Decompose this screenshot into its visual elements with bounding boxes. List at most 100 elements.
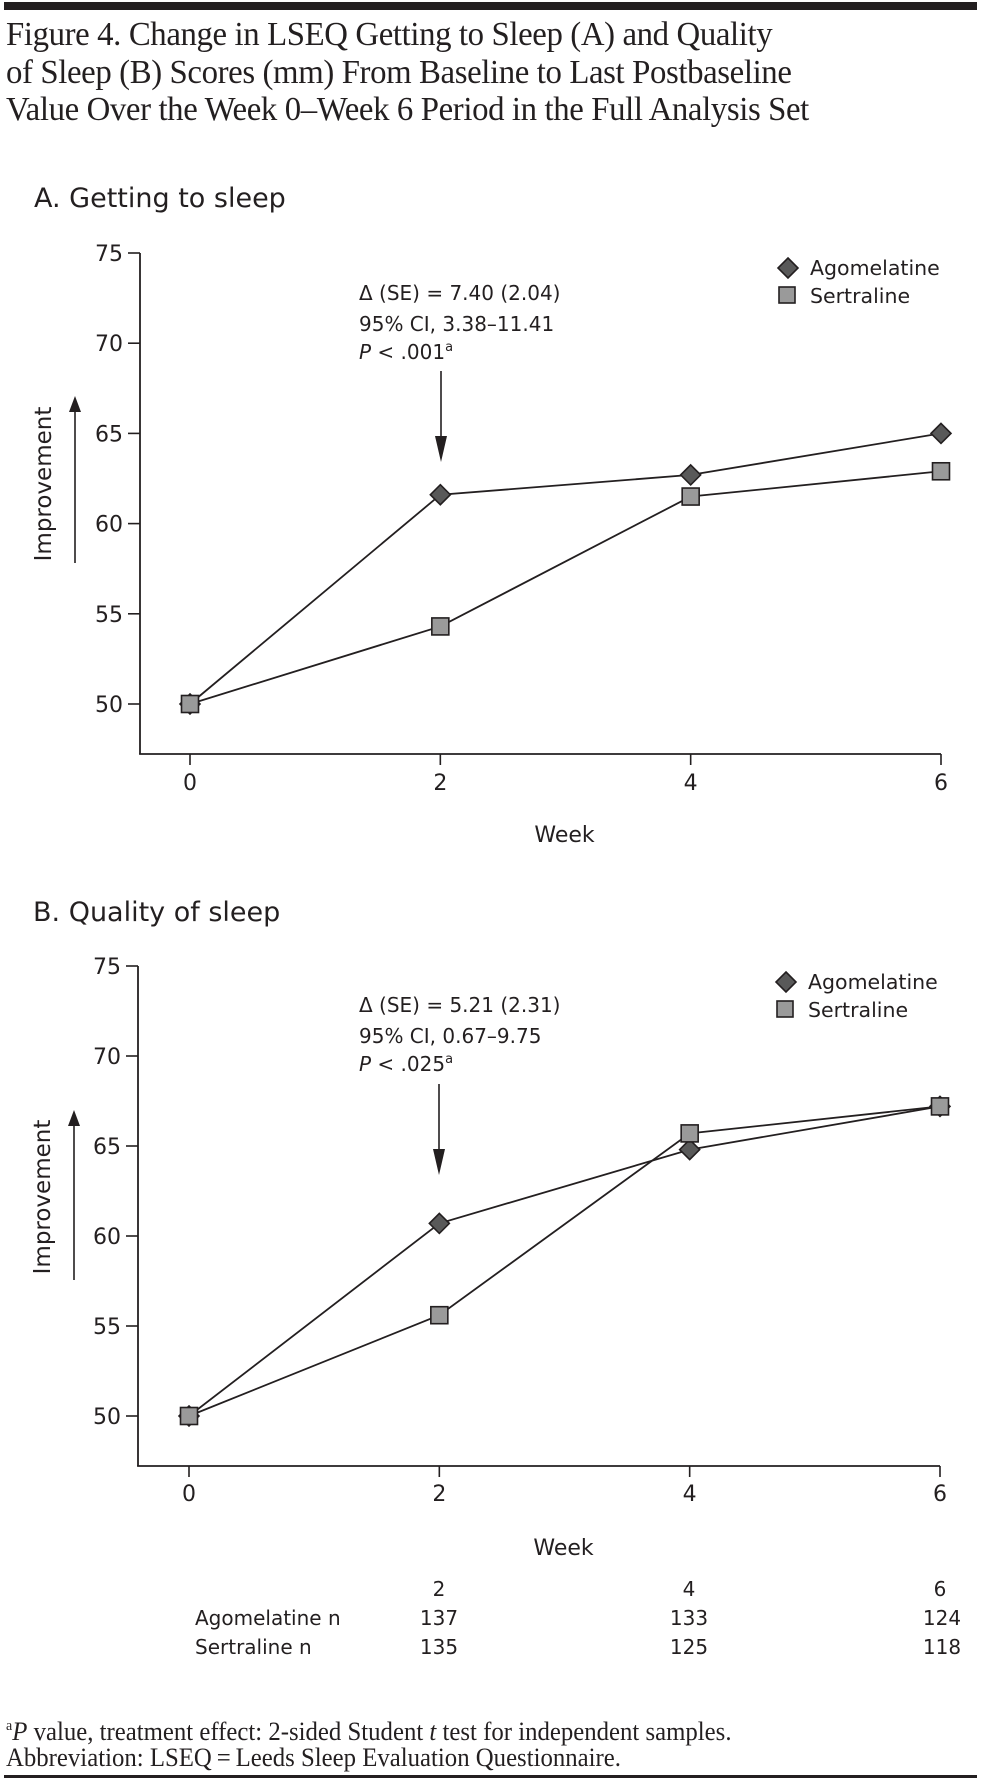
panel-a-x-tick-label: 4	[684, 771, 698, 796]
diamond-marker-icon	[776, 256, 800, 280]
n-table-cell: 135	[420, 1635, 458, 1659]
panel-b-point-agomelatine-week-4	[678, 1138, 701, 1161]
legend-label-agomelatine: Agomelatine	[808, 970, 938, 994]
panel-a-point-agomelatine-week-2	[429, 483, 452, 506]
n-table-cell: 118	[923, 1635, 961, 1659]
footnote-line-1: aP value, treatment effect: 2-sided Stud…	[6, 1716, 732, 1746]
panel-a-y-tick-label: 65	[95, 422, 123, 447]
panel-b-annotation-arrow	[433, 1084, 445, 1175]
n-table-cell: 125	[670, 1635, 708, 1659]
panel-a-title: A. Getting to sleep	[34, 183, 286, 214]
panel-b-annotation-ci: 95% CI, 0.67–9.75	[359, 1024, 541, 1048]
legend-label-sertraline: Sertraline	[808, 998, 908, 1022]
panel-a-x-tick-label: 6	[934, 771, 948, 796]
n-table-header-week-4: 4	[683, 1577, 696, 1601]
panel-a-annotation-delta: Δ (SE) = 7.40 (2.04)	[359, 281, 560, 305]
n-table-cell: 137	[420, 1606, 458, 1630]
panel-a-getting-to-sleep: A. Getting to sleep Improvement 50556065…	[31, 183, 953, 848]
panel-b-y-tick-label: 70	[93, 1045, 121, 1070]
legend-item-agomelatine: Agomelatine	[774, 970, 938, 994]
panel-b-quality-of-sleep: B. Quality of sleep Improvement 50556065…	[30, 897, 952, 1561]
legend-item-agomelatine: Agomelatine	[776, 256, 940, 280]
footnote-marker: a	[6, 1718, 13, 1734]
panel-a-annotation: Δ (SE) = 7.40 (2.04) 95% CI, 3.38–11.41 …	[359, 281, 560, 462]
footnote-line-2: Abbreviation: LSEQ = Leeds Sleep Evaluat…	[6, 1742, 621, 1772]
panel-a-legend: Agomelatine Sertraline	[776, 256, 940, 308]
panel-a-point-agomelatine-week-6	[929, 422, 953, 445]
panel-b-legend: Agomelatine Sertraline	[774, 970, 938, 1022]
n-table-cell: 133	[670, 1606, 708, 1630]
panel-b-y-axis-label: Improvement	[30, 1120, 56, 1275]
panel-b-x-tick-label: 0	[182, 1482, 196, 1507]
panel-b-point-sertraline-week-6	[930, 1097, 950, 1116]
n-table-cell: 124	[923, 1606, 961, 1630]
panel-a-point-agomelatine-week-4	[679, 463, 702, 487]
title-line-3: Value Over the Week 0–Week 6 Period in t…	[6, 91, 809, 128]
panel-b-improvement-arrow	[68, 1110, 80, 1280]
panel-b-p-value: < .025	[371, 1052, 445, 1076]
n-table-row-sertraline: Sertraline n 135 125 118	[195, 1635, 961, 1659]
sample-size-table: 2 4 6 Agomelatine n 137 133 124 Sertrali…	[195, 1577, 961, 1659]
title-line-1: Figure 4. Change in LSEQ Getting to Slee…	[6, 16, 773, 53]
panel-b-y-tick-label: 75	[93, 955, 121, 980]
panel-a-line-agomelatine	[189, 432, 942, 705]
panel-a-y-tick-label: 50	[95, 693, 123, 718]
panel-b-x-tick-label: 4	[683, 1482, 697, 1507]
panel-b-annotation: Δ (SE) = 5.21 (2.31) 95% CI, 0.67–9.75 P…	[359, 993, 560, 1175]
panel-b-line-agomelatine	[188, 1105, 941, 1417]
panel-b-y-tick-label: 65	[93, 1135, 121, 1160]
panel-a-x-tick-label: 0	[183, 771, 197, 796]
panel-a-annotation-arrow	[435, 371, 447, 462]
panel-b-y-tick-label: 50	[93, 1405, 121, 1430]
panel-a-point-sertraline-week-4	[681, 487, 700, 506]
panel-b-point-sertraline-week-2	[430, 1305, 449, 1325]
panel-a-annotation-p: P < .001a	[359, 340, 453, 364]
panel-a-annotation-ci: 95% CI, 3.38–11.41	[359, 312, 554, 336]
panel-b-p-letter: P	[359, 1052, 372, 1076]
footnote-text-mid: value, treatment effect: 2-sided Student	[27, 1716, 430, 1746]
footnote-p-letter: P	[12, 1716, 28, 1746]
legend-item-sertraline: Sertraline	[778, 284, 910, 308]
panel-a-point-sertraline-week-0	[180, 694, 200, 714]
footnote-text-end: test for independent samples.	[436, 1716, 732, 1746]
panel-b-y-tick-label: 60	[93, 1225, 121, 1250]
square-marker-icon	[778, 286, 796, 304]
legend-label-agomelatine: Agomelatine	[810, 256, 940, 280]
square-marker-icon	[776, 1000, 794, 1018]
panel-b-annotation-delta: Δ (SE) = 5.21 (2.31)	[359, 993, 560, 1017]
n-table-row-label: Agomelatine n	[195, 1606, 341, 1630]
n-table-header-week-6: 6	[934, 1577, 947, 1601]
panel-b-x-axis-label: Week	[533, 1536, 594, 1561]
panel-b-line-sertraline	[188, 1105, 941, 1417]
panel-b-point-agomelatine-week-2	[428, 1212, 451, 1235]
panel-b-x-tick-label: 2	[432, 1482, 446, 1507]
panel-a-y-tick-label: 60	[95, 513, 123, 538]
panel-b-title: B. Quality of sleep	[33, 897, 280, 928]
panel-a-y-tick-label: 55	[95, 603, 123, 628]
bottom-rule	[4, 1775, 977, 1778]
n-table-header-week-2: 2	[433, 1577, 446, 1601]
panel-a-p-letter: P	[359, 340, 372, 364]
footnote-t-letter: t	[429, 1716, 437, 1746]
panel-a-point-sertraline-week-6	[931, 461, 951, 481]
panel-a-y-axis-label: Improvement	[31, 407, 57, 562]
panel-b-annotation-p: P < .025a	[359, 1052, 453, 1076]
panel-b-y-tick-label: 55	[93, 1315, 121, 1340]
panel-b-point-sertraline-week-0	[179, 1406, 199, 1426]
n-table-row-label: Sertraline n	[195, 1635, 312, 1659]
panel-a-y-tick-label: 70	[95, 332, 123, 357]
panel-a-p-footnote-marker: a	[445, 340, 453, 355]
diamond-marker-icon	[774, 970, 798, 994]
panel-b-point-sertraline-week-4	[680, 1124, 699, 1143]
top-rule	[4, 2, 977, 10]
legend-item-sertraline: Sertraline	[776, 998, 908, 1022]
panel-b-x-tick-label: 6	[933, 1482, 947, 1507]
n-table-row-agomelatine: Agomelatine n 137 133 124	[195, 1606, 961, 1630]
legend-label-sertraline: Sertraline	[810, 284, 910, 308]
figure-footnote: aP value, treatment effect: 2-sided Stud…	[6, 1716, 732, 1772]
panel-a-improvement-arrow	[69, 396, 81, 563]
panel-a-x-tick-label: 2	[433, 771, 447, 796]
panel-a-y-tick-label: 75	[95, 242, 123, 267]
panel-a-p-value: < .001	[371, 340, 445, 364]
